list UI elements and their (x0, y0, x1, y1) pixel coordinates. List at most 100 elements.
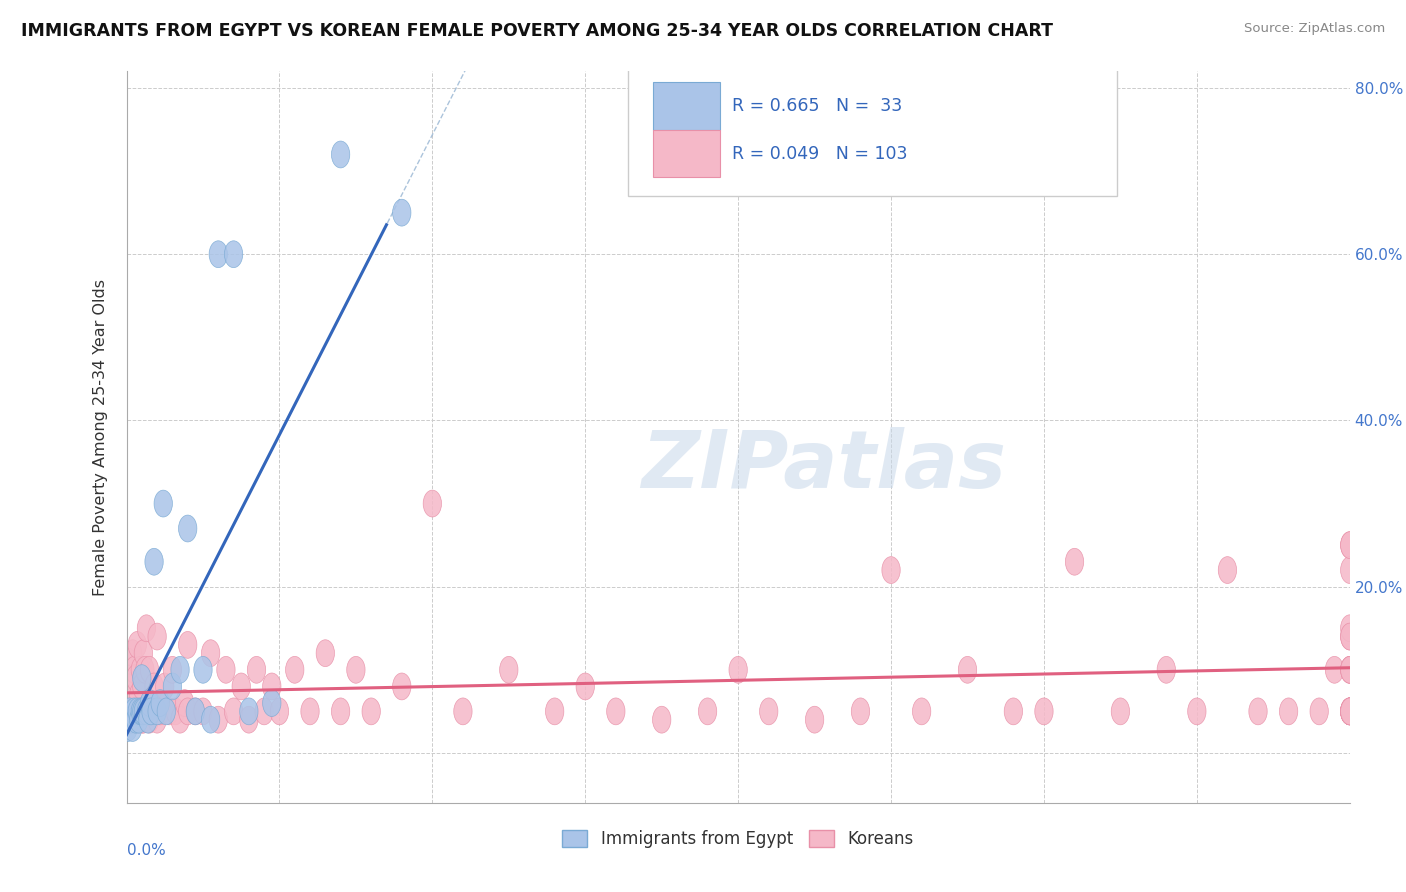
Ellipse shape (1035, 698, 1053, 725)
Ellipse shape (127, 698, 145, 725)
Ellipse shape (145, 673, 163, 700)
Ellipse shape (120, 648, 138, 675)
Ellipse shape (166, 698, 184, 725)
Ellipse shape (129, 706, 148, 733)
Ellipse shape (1340, 615, 1360, 641)
Ellipse shape (160, 698, 179, 725)
Ellipse shape (1340, 532, 1360, 558)
Ellipse shape (145, 549, 163, 575)
Ellipse shape (132, 673, 150, 700)
Ellipse shape (882, 557, 900, 583)
Ellipse shape (134, 698, 152, 725)
Ellipse shape (138, 615, 156, 641)
Ellipse shape (912, 698, 931, 725)
Ellipse shape (1326, 657, 1344, 683)
Ellipse shape (392, 673, 411, 700)
Ellipse shape (959, 657, 977, 683)
Ellipse shape (179, 515, 197, 542)
Ellipse shape (131, 698, 149, 725)
Ellipse shape (124, 640, 142, 666)
Ellipse shape (239, 698, 259, 725)
Ellipse shape (176, 690, 194, 716)
Ellipse shape (132, 698, 150, 725)
Ellipse shape (1004, 698, 1022, 725)
Ellipse shape (201, 706, 219, 733)
Ellipse shape (186, 698, 204, 725)
Ellipse shape (128, 698, 146, 725)
Text: Source: ZipAtlas.com: Source: ZipAtlas.com (1244, 22, 1385, 36)
Ellipse shape (148, 698, 166, 725)
Ellipse shape (141, 706, 159, 733)
Ellipse shape (1188, 698, 1206, 725)
Ellipse shape (128, 698, 146, 725)
Ellipse shape (209, 706, 228, 733)
Ellipse shape (1218, 557, 1237, 583)
Ellipse shape (1340, 657, 1360, 683)
Ellipse shape (121, 665, 139, 691)
Ellipse shape (124, 698, 142, 725)
Ellipse shape (150, 698, 169, 725)
Ellipse shape (138, 698, 156, 725)
Y-axis label: Female Poverty Among 25-34 Year Olds: Female Poverty Among 25-34 Year Olds (93, 278, 108, 596)
FancyBboxPatch shape (628, 68, 1118, 195)
Ellipse shape (132, 706, 150, 733)
Ellipse shape (129, 706, 148, 733)
Legend: Immigrants from Egypt, Koreans: Immigrants from Egypt, Koreans (554, 822, 922, 856)
Ellipse shape (851, 698, 870, 725)
Ellipse shape (247, 657, 266, 683)
Ellipse shape (806, 706, 824, 733)
Ellipse shape (217, 657, 235, 683)
Ellipse shape (142, 698, 160, 725)
Ellipse shape (143, 698, 162, 725)
Ellipse shape (1340, 698, 1360, 725)
Text: 0.0%: 0.0% (127, 843, 166, 858)
Ellipse shape (150, 690, 169, 716)
Ellipse shape (121, 698, 139, 725)
Text: IMMIGRANTS FROM EGYPT VS KOREAN FEMALE POVERTY AMONG 25-34 YEAR OLDS CORRELATION: IMMIGRANTS FROM EGYPT VS KOREAN FEMALE P… (21, 22, 1053, 40)
Ellipse shape (131, 698, 149, 725)
Ellipse shape (194, 657, 212, 683)
FancyBboxPatch shape (652, 130, 720, 178)
Ellipse shape (148, 624, 166, 650)
Ellipse shape (127, 706, 145, 733)
Ellipse shape (122, 706, 141, 733)
Ellipse shape (1111, 698, 1129, 725)
Ellipse shape (134, 640, 152, 666)
Ellipse shape (332, 141, 350, 168)
Ellipse shape (1279, 698, 1298, 725)
Ellipse shape (1157, 657, 1175, 683)
Text: R = 0.665   N =  33: R = 0.665 N = 33 (733, 97, 903, 115)
Ellipse shape (136, 657, 155, 683)
Ellipse shape (1340, 657, 1360, 683)
Ellipse shape (127, 665, 145, 691)
Ellipse shape (120, 714, 138, 741)
Ellipse shape (225, 698, 243, 725)
Ellipse shape (759, 698, 778, 725)
Ellipse shape (499, 657, 517, 683)
Ellipse shape (1340, 698, 1360, 725)
Ellipse shape (172, 657, 190, 683)
Ellipse shape (361, 698, 381, 725)
Ellipse shape (263, 690, 281, 716)
Ellipse shape (392, 199, 411, 226)
Ellipse shape (1340, 698, 1360, 725)
Ellipse shape (125, 706, 143, 733)
Ellipse shape (1340, 698, 1360, 725)
Ellipse shape (141, 690, 159, 716)
Ellipse shape (1340, 657, 1360, 683)
Ellipse shape (1340, 698, 1360, 725)
Ellipse shape (263, 673, 281, 700)
Ellipse shape (232, 673, 250, 700)
Ellipse shape (139, 706, 157, 733)
Ellipse shape (301, 698, 319, 725)
Ellipse shape (652, 706, 671, 733)
FancyBboxPatch shape (652, 82, 720, 130)
Ellipse shape (1340, 624, 1360, 650)
Ellipse shape (124, 714, 142, 741)
Ellipse shape (129, 681, 148, 708)
Ellipse shape (225, 241, 243, 268)
Ellipse shape (1340, 624, 1360, 650)
Ellipse shape (728, 657, 748, 683)
Ellipse shape (347, 657, 366, 683)
Ellipse shape (121, 698, 139, 725)
